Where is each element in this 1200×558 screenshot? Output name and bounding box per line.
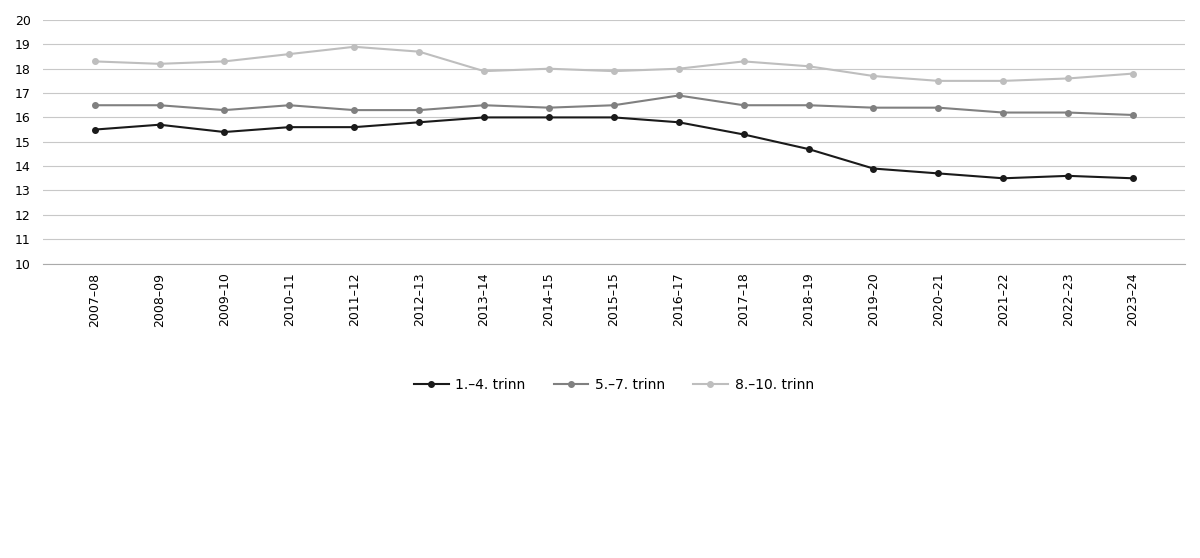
- 1.–4. trinn: [412, 119, 426, 126]
- 8.–10. trinn: [152, 60, 167, 67]
- 8.–10. trinn: [672, 65, 686, 72]
- 8.–10. trinn: [996, 78, 1010, 84]
- 1.–4. trinn: [88, 126, 102, 133]
- 8.–10. trinn: [412, 49, 426, 55]
- 1.–4. trinn: [737, 131, 751, 138]
- 5.–7. trinn: [996, 109, 1010, 116]
- 8.–10. trinn: [347, 44, 361, 50]
- 1.–4. trinn: [996, 175, 1010, 182]
- 5.–7. trinn: [737, 102, 751, 109]
- Line: 1.–4. trinn: 1.–4. trinn: [92, 114, 1136, 181]
- 8.–10. trinn: [737, 58, 751, 65]
- 5.–7. trinn: [802, 102, 816, 109]
- 8.–10. trinn: [931, 78, 946, 84]
- 5.–7. trinn: [607, 102, 622, 109]
- 8.–10. trinn: [866, 73, 881, 79]
- 5.–7. trinn: [866, 104, 881, 111]
- 5.–7. trinn: [152, 102, 167, 109]
- 1.–4. trinn: [152, 122, 167, 128]
- 5.–7. trinn: [1126, 112, 1140, 118]
- 1.–4. trinn: [217, 129, 232, 136]
- 8.–10. trinn: [607, 68, 622, 74]
- 5.–7. trinn: [672, 92, 686, 99]
- 5.–7. trinn: [476, 102, 491, 109]
- 8.–10. trinn: [88, 58, 102, 65]
- 8.–10. trinn: [476, 68, 491, 74]
- 5.–7. trinn: [88, 102, 102, 109]
- 1.–4. trinn: [931, 170, 946, 177]
- 5.–7. trinn: [931, 104, 946, 111]
- 8.–10. trinn: [1061, 75, 1075, 82]
- 5.–7. trinn: [347, 107, 361, 113]
- 8.–10. trinn: [217, 58, 232, 65]
- 1.–4. trinn: [347, 124, 361, 131]
- 5.–7. trinn: [1061, 109, 1075, 116]
- 1.–4. trinn: [802, 146, 816, 152]
- 1.–4. trinn: [866, 165, 881, 172]
- 1.–4. trinn: [1061, 172, 1075, 179]
- 1.–4. trinn: [672, 119, 686, 126]
- Line: 5.–7. trinn: 5.–7. trinn: [92, 93, 1136, 118]
- 8.–10. trinn: [541, 65, 556, 72]
- 8.–10. trinn: [802, 63, 816, 70]
- 1.–4. trinn: [282, 124, 296, 131]
- 5.–7. trinn: [412, 107, 426, 113]
- 8.–10. trinn: [1126, 70, 1140, 77]
- 1.–4. trinn: [607, 114, 622, 121]
- Legend: 1.–4. trinn, 5.–7. trinn, 8.–10. trinn: 1.–4. trinn, 5.–7. trinn, 8.–10. trinn: [408, 373, 820, 398]
- 8.–10. trinn: [282, 51, 296, 57]
- 5.–7. trinn: [217, 107, 232, 113]
- 5.–7. trinn: [282, 102, 296, 109]
- Line: 8.–10. trinn: 8.–10. trinn: [92, 44, 1136, 84]
- 1.–4. trinn: [541, 114, 556, 121]
- 1.–4. trinn: [1126, 175, 1140, 182]
- 5.–7. trinn: [541, 104, 556, 111]
- 1.–4. trinn: [476, 114, 491, 121]
